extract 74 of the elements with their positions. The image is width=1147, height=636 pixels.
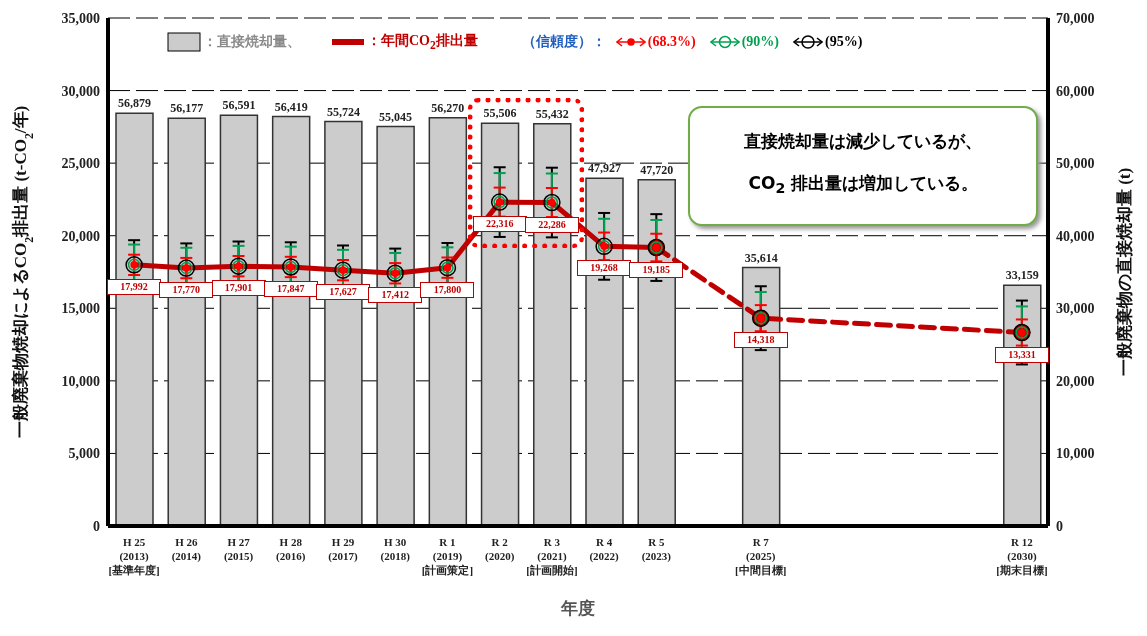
y-tick-label: 15,000 xyxy=(61,301,100,317)
data-label: 55,724 xyxy=(326,104,360,119)
data-label: 55,045 xyxy=(379,109,413,124)
legend-label: (95%) xyxy=(824,34,863,50)
x-tick-label: R 3 (2021) [計画開始] xyxy=(526,536,578,576)
data-label: 47,927 xyxy=(588,161,621,176)
x-tick-label: H 30 (2018) xyxy=(380,536,411,563)
legend-label: (90%) xyxy=(741,34,779,50)
data-label: 17,992 xyxy=(107,278,162,295)
legend-label: ：直接焼却量、 xyxy=(203,33,301,51)
x-tick-label: H 26 (2014) xyxy=(171,536,202,563)
data-label: 17,627 xyxy=(316,284,370,301)
legend-label: (68.3%) xyxy=(647,34,696,50)
y2-tick-label: 60,000 xyxy=(1056,83,1095,99)
x-tick-label: R 2 (2020) xyxy=(485,536,515,563)
bar xyxy=(637,178,676,526)
y2-tick-label: 10,000 xyxy=(1056,446,1095,462)
x-tick-label: R 1 (2019) [計画策定] xyxy=(421,536,474,576)
data-label: 33,159 xyxy=(1005,268,1039,283)
data-label: 17,770 xyxy=(159,282,214,299)
data-label: 13,331 xyxy=(994,346,1049,363)
data-label: 17,412 xyxy=(368,287,423,304)
data-label: 56,419 xyxy=(274,99,308,114)
y2-tick-label: 50,000 xyxy=(1056,156,1095,172)
data-label: 56,177 xyxy=(170,101,204,116)
y2-tick-label: 0 xyxy=(1056,518,1063,534)
bar xyxy=(376,125,415,526)
data-label: 17,847 xyxy=(263,280,318,297)
data-label: 56,879 xyxy=(118,96,151,111)
data-label: 19,185 xyxy=(629,261,684,278)
bar xyxy=(585,177,624,526)
y-tick-label: 25,000 xyxy=(61,156,100,172)
x-tick-label: H 27 (2015) xyxy=(223,536,254,563)
data-label: 22,286 xyxy=(524,216,579,233)
bar xyxy=(115,112,154,526)
x-tick-label: R 4 (2022) xyxy=(589,536,620,563)
bar xyxy=(167,117,206,526)
y-tick-label: 30,000 xyxy=(61,83,100,99)
x-tick-label: H 25 (2013) [基準年度] xyxy=(108,536,160,576)
x-tick-label: R 12 (2030) [期末目標] xyxy=(996,536,1048,576)
y-tick-label: 5,000 xyxy=(68,446,100,462)
data-label: 35,614 xyxy=(744,250,778,265)
data-label: 19,268 xyxy=(577,260,632,277)
bar xyxy=(219,114,259,526)
y-tick-label: 10,000 xyxy=(61,373,100,389)
data-label: 14,318 xyxy=(733,332,788,349)
bar xyxy=(271,115,311,526)
data-label: 56,591 xyxy=(222,98,256,113)
data-label: 56,270 xyxy=(431,100,465,115)
y2-tick-label: 40,000 xyxy=(1056,228,1095,244)
data-label: 47,720 xyxy=(640,162,674,177)
data-label: 22,316 xyxy=(472,216,527,233)
y-tick-label: 0 xyxy=(93,518,100,534)
x-tick-label: R 7 (2025) [中間目標] xyxy=(735,536,787,576)
text: 直接焼却量は減少しているが、 CO$_{2}$ 排出量は増加している。 xyxy=(744,131,983,197)
y2-tick-label: 20,000 xyxy=(1056,373,1095,389)
bar xyxy=(741,266,781,526)
x-axis-title: 年度 xyxy=(560,599,595,618)
x-tick-label: H 28 (2016) xyxy=(276,536,306,563)
data-label: 55,432 xyxy=(535,106,569,121)
y-tick-label: 35,000 xyxy=(61,10,100,26)
x-tick-label: R 5 (2023) xyxy=(641,536,672,563)
data-label: 55,506 xyxy=(483,106,517,121)
y2-tick-label: 30,000 xyxy=(1056,301,1095,317)
bar xyxy=(428,116,468,526)
data-label: 17,800 xyxy=(420,281,475,298)
x-tick-label: H 29 (2017) xyxy=(328,536,358,563)
legend-title: （信頼度）： xyxy=(521,33,606,51)
bar xyxy=(324,120,363,526)
y2-axis-title: 一般廃棄物の直接焼却量 (t) xyxy=(1115,167,1134,377)
y2-tick-label: 70,000 xyxy=(1056,10,1095,26)
legend-label: ：年間CO$_{2}$排出量 xyxy=(367,32,478,52)
data-label: 17,901 xyxy=(211,280,266,297)
y-tick-label: 20,000 xyxy=(61,228,100,244)
